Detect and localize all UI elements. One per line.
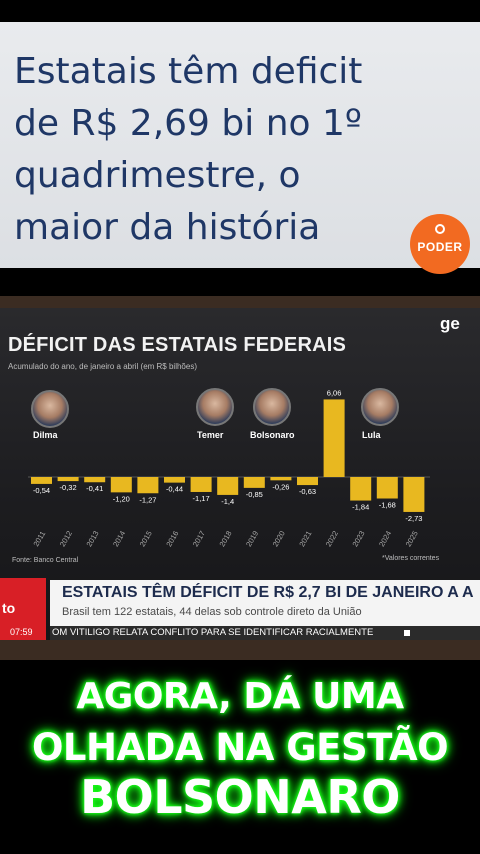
chart-title: DÉFICIT DAS ESTATAIS FEDERAIS xyxy=(8,334,347,356)
news-ticker-text: OM VITILIGO RELATA CONFLITO PARA SE IDEN… xyxy=(52,627,374,638)
headline-card: Estatais têm deficit de R$ 2,69 bi no 1º… xyxy=(0,22,480,274)
year-label-2016: 2016 xyxy=(164,529,180,548)
news-ticker xyxy=(50,626,480,640)
bar-2013 xyxy=(84,477,106,483)
year-label-2022: 2022 xyxy=(324,529,340,548)
deficit-bar-chart: -0,54 2011 -0,32 2012 -0,41 2013 -1,20 2014 -1,2… xyxy=(28,388,430,548)
caption-line-2: OLHADA NA GESTÃO xyxy=(31,726,449,769)
bar-2022 xyxy=(323,399,345,477)
bar-2025 xyxy=(403,477,425,512)
president-name-bolsonaro: Bolsonaro xyxy=(250,430,295,440)
value-label-2015: -1,27 xyxy=(139,495,156,504)
value-label-2025: -2,73 xyxy=(405,514,422,523)
president-name-temer: Temer xyxy=(197,430,224,440)
value-label-2014: -1,20 xyxy=(113,494,130,503)
value-label-2013: -0,41 xyxy=(86,484,103,493)
bar-2015 xyxy=(137,477,159,494)
year-label-2024: 2024 xyxy=(377,529,393,548)
headline-line-2: de R$ 2,69 bi no 1º xyxy=(14,103,362,144)
year-label-2020: 2020 xyxy=(271,529,287,548)
year-label-2019: 2019 xyxy=(244,529,260,548)
headline: Estatais têm deficit de R$ 2,69 bi no 1º… xyxy=(14,46,444,254)
value-label-2020: -0,26 xyxy=(272,482,289,491)
bar-2020 xyxy=(270,477,292,481)
poder-logo-dot-icon xyxy=(435,224,445,234)
avatar-dilma xyxy=(31,390,69,428)
channel-logo: ge xyxy=(440,314,460,333)
bar-2024 xyxy=(376,477,398,499)
year-label-2018: 2018 xyxy=(217,529,233,548)
lower-third-tag: to xyxy=(2,600,16,616)
value-label-2011: -0,54 xyxy=(33,486,50,495)
bar-2017 xyxy=(190,477,212,492)
poder-logo: PODER xyxy=(410,214,470,274)
value-label-2022: 6,06 xyxy=(327,388,342,397)
year-label-2017: 2017 xyxy=(191,529,207,548)
chart-note: *Valores correntes xyxy=(382,555,440,562)
avatar-bolsonaro xyxy=(253,388,291,426)
value-label-2017: -1,17 xyxy=(193,494,210,503)
headline-line-1: Estatais têm deficit xyxy=(14,51,363,92)
year-label-2011: 2011 xyxy=(31,530,47,548)
avatar-temer xyxy=(196,388,234,426)
bar-2023 xyxy=(350,477,372,501)
year-label-2014: 2014 xyxy=(111,529,127,548)
president-name-lula: Lula xyxy=(362,430,381,440)
lower-third-headline: ESTATAIS TÊM DÉFICIT DE R$ 2,7 BI DE JAN… xyxy=(62,584,474,601)
ticker-square-icon xyxy=(404,630,410,636)
headline-line-3: quadrimestre, o xyxy=(14,155,301,196)
value-label-2024: -1,68 xyxy=(379,501,396,510)
broadcast-clock: 07:59 xyxy=(10,627,33,637)
year-label-2021: 2021 xyxy=(297,529,313,548)
bar-2021 xyxy=(297,477,318,486)
chart-source: Fonte: Banco Central xyxy=(12,557,79,564)
value-label-2018: -1,4 xyxy=(221,497,234,506)
poder-logo-text: PODER xyxy=(417,240,463,254)
year-label-2025: 2025 xyxy=(404,529,420,548)
bar-2011 xyxy=(31,477,52,484)
avatar-lula xyxy=(361,388,399,426)
lower-third-banner xyxy=(50,580,480,626)
year-label-2013: 2013 xyxy=(84,529,100,548)
chart-subtitle: Acumulado do ano, de janeiro a abril (em… xyxy=(8,362,197,371)
year-label-2012: 2012 xyxy=(58,529,74,548)
value-label-2012: -0,32 xyxy=(60,483,77,492)
bar-2016 xyxy=(164,477,185,483)
year-label-2023: 2023 xyxy=(350,529,366,548)
value-label-2023: -1,84 xyxy=(352,503,369,512)
bar-2014 xyxy=(110,477,132,493)
president-name-dilma: Dilma xyxy=(33,430,58,440)
lower-third-tag-box xyxy=(0,578,46,640)
bar-2018 xyxy=(217,477,239,495)
bar-2012 xyxy=(57,477,79,482)
headline-line-4: maior da história xyxy=(14,207,321,248)
lower-third-subheadline: Brasil tem 122 estatais, 44 delas sob co… xyxy=(62,606,362,618)
bar-2019 xyxy=(243,477,265,488)
caption-line-3: BOLSONARO xyxy=(80,770,400,824)
value-label-2021: -0,63 xyxy=(299,487,316,496)
value-label-2016: -0,44 xyxy=(166,485,183,494)
caption-line-1: AGORA, DÁ UMA xyxy=(76,676,404,717)
year-label-2015: 2015 xyxy=(138,529,154,548)
value-label-2019: -0,85 xyxy=(246,490,263,499)
